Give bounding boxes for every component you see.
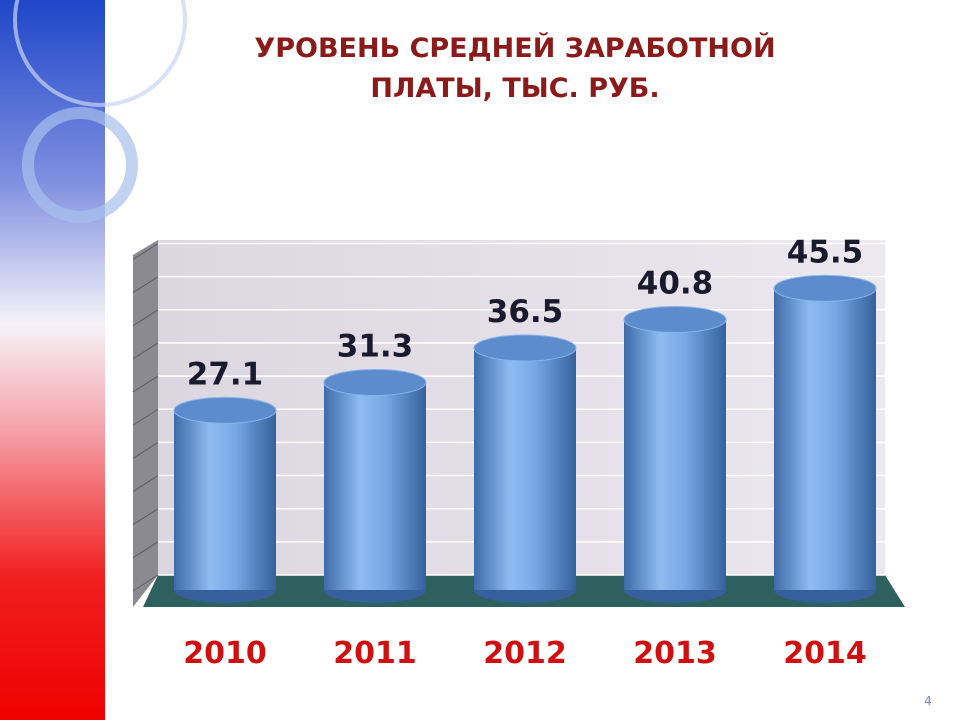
bar — [174, 410, 276, 590]
plot: 2010 27.1 2011 31.3 2012 36.5 2013 40.8 2014 45.5 — [132, 234, 885, 671]
x-tick-label: 2013 — [633, 636, 717, 671]
grid-line-side — [132, 574, 159, 592]
value-label: 45.5 — [787, 234, 864, 270]
title-line: ПЛАТЫ, ТЫС. РУБ. — [370, 73, 659, 104]
bar-top — [173, 396, 277, 424]
side-wall — [133, 240, 158, 607]
grid-line-side — [132, 375, 159, 393]
grid-line-side — [132, 276, 159, 294]
bar — [774, 288, 876, 590]
x-tick-label: 2010 — [183, 636, 267, 671]
x-tick-label: 2014 — [783, 636, 867, 671]
value-label: 40.8 — [637, 265, 714, 301]
title-line: УРОВЕНЬ СРЕДНЕЙ ЗАРАБОТНОЙ — [254, 32, 775, 64]
grid-line-side — [132, 408, 159, 426]
grid-line-side — [132, 475, 159, 492]
x-tick-label: 2011 — [333, 636, 417, 671]
grid-line-side — [132, 243, 159, 260]
value-label: 36.5 — [487, 294, 564, 330]
grid-line-side — [132, 342, 159, 360]
grid-line-side — [132, 441, 159, 459]
bar — [474, 348, 576, 590]
decor-circle — [13, 0, 187, 107]
decor-circle — [22, 107, 138, 223]
bar — [624, 319, 726, 590]
bar — [324, 382, 426, 590]
bar-top — [773, 274, 877, 302]
bar-top — [473, 334, 577, 362]
grid-line-side — [132, 309, 159, 327]
x-tick-label: 2012 — [483, 636, 567, 671]
slide-number: 4 — [924, 694, 932, 708]
value-label: 31.3 — [337, 328, 414, 364]
chart-title: УРОВЕНЬ СРЕДНЕЙ ЗАРАБОТНОЙ ПЛАТЫ, ТЫС. РУ… — [254, 32, 775, 104]
bar-top — [623, 305, 727, 333]
grid-line-side — [132, 541, 159, 559]
value-label: 27.1 — [187, 356, 264, 392]
grid-line-side — [132, 508, 159, 526]
bar-top — [323, 368, 427, 396]
